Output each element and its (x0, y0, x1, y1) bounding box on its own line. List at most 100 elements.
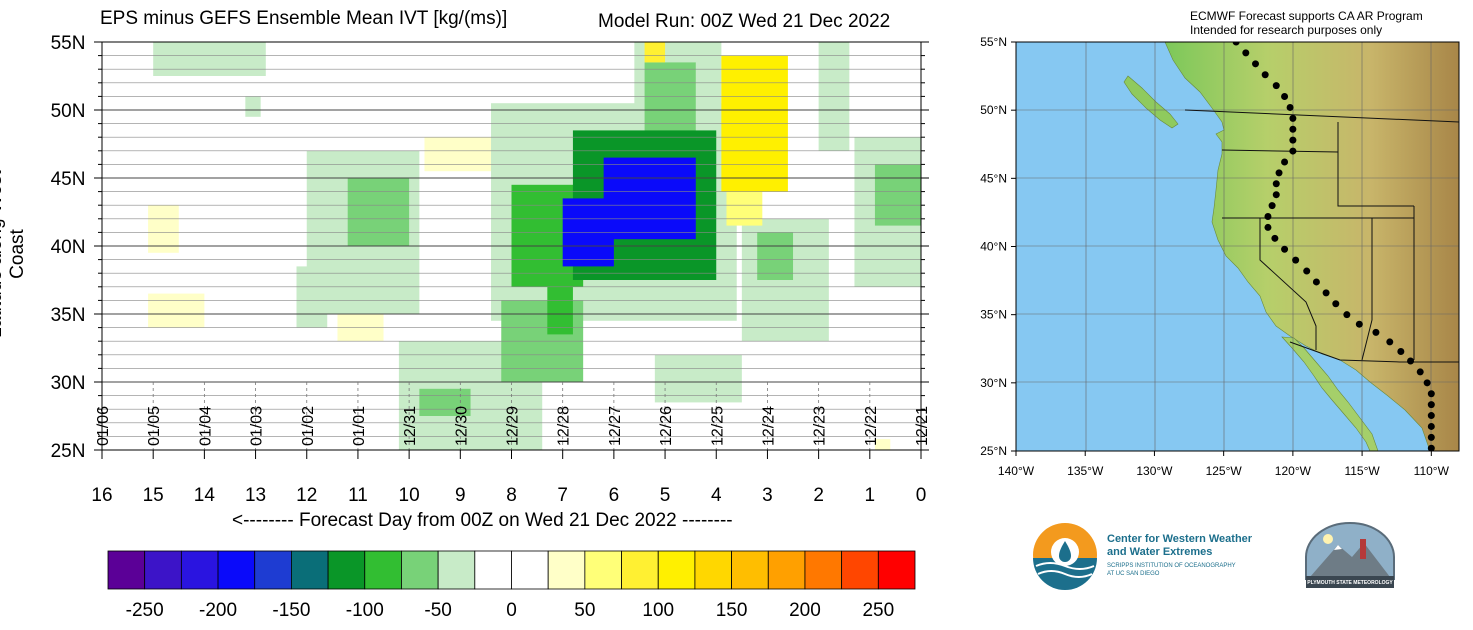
date-label-5: 12/26 (658, 406, 675, 446)
transect-dot-35 (1427, 412, 1435, 420)
date-label-2: 12/23 (812, 406, 829, 446)
colorbar-swatch-3 (217, 550, 256, 590)
cw3e-logo: Center for Western Weather and Water Ext… (1033, 523, 1253, 590)
transect-dot-7 (1289, 114, 1297, 122)
cw3e-name-line-2: and Water Extremes (1107, 546, 1212, 558)
transect-dot-23 (1322, 289, 1330, 297)
colorbar-swatch-14 (621, 550, 659, 590)
heatmap-cell-0 (229, 354, 251, 403)
colorbar-label-150: 150 (716, 600, 748, 621)
date-label-7: 12/28 (556, 406, 573, 446)
colorbar-swatch-5 (291, 550, 329, 590)
date-label-15: 01/05 (146, 406, 163, 446)
colorbar-swatch-0 (107, 550, 146, 590)
date-label-11: 01/01 (351, 406, 368, 446)
y-tick-label-45: 45N (51, 169, 86, 190)
transect-dot-2 (1251, 60, 1259, 68)
x-tick-label-3: 3 (762, 485, 773, 506)
transect-dot-6 (1286, 103, 1294, 111)
colorbar-label-250: 250 (862, 600, 894, 621)
transect-dot-17 (1264, 223, 1272, 231)
land-mass (1164, 42, 1459, 451)
baja-peninsula (1281, 336, 1379, 451)
map-lon-label-6: 110°W (1414, 464, 1450, 478)
transect-dot-33 (1427, 390, 1435, 398)
map-lat-label-2: 45°N (980, 171, 1007, 185)
x-tick-label-6: 6 (609, 485, 620, 506)
colorbar-swatch-13 (584, 550, 622, 590)
transect-dot-25 (1343, 311, 1351, 319)
heatmap-cell-3 (148, 293, 205, 328)
transect-dot-11 (1281, 158, 1289, 166)
colorbar-swatch-12 (547, 550, 586, 590)
colorbar-swatch-10 (474, 550, 512, 590)
map-lat-label-5: 30°N (980, 376, 1007, 390)
map-note: ECMWF Forecast supports CA AR Program In… (1190, 9, 1423, 37)
colorbar-swatch-11 (511, 550, 549, 590)
colorbar-swatch-8 (401, 550, 439, 590)
date-label-9: 12/30 (453, 406, 470, 446)
transect-dot-18 (1271, 234, 1279, 242)
x-tick-label-5: 5 (660, 485, 671, 506)
date-label-13: 01/03 (249, 406, 266, 446)
colorbar-label-200: 200 (789, 600, 821, 621)
map-lon-label-4: 120°W (1275, 464, 1312, 478)
colorbar-swatch-9 (437, 550, 476, 590)
colorbar-label-0: 0 (506, 600, 517, 621)
heatmap-cell-31 (603, 157, 696, 240)
heatmap-cell-11 (296, 266, 328, 328)
cw3e-name-line-1: Center for Western Weather (1107, 533, 1253, 545)
heatmap-cell-1 (306, 334, 323, 362)
map-ticks: 140°W 135°W 130°W 125°W 120°W 115°W 110°W 55°N 5… (980, 35, 1449, 478)
x-tick-label-9: 9 (455, 485, 466, 506)
colorbar-label--200: -200 (199, 600, 237, 621)
heatmap-cell-2 (148, 205, 179, 253)
map-note-line-1: ECMWF Forecast supports CA AR Program (1190, 9, 1423, 23)
colorbar-label--250: -250 (126, 600, 164, 621)
colorbar-swatch-6 (327, 550, 366, 590)
transect-dot-28 (1386, 338, 1394, 346)
transect-dot-8 (1289, 125, 1297, 133)
x-tick-label-12: 12 (296, 485, 317, 506)
grid-lines (1016, 42, 1459, 451)
plot-frame (101, 41, 922, 451)
colorbar-swatch-19 (804, 550, 843, 590)
heatmap-cell-14 (153, 42, 266, 76)
transect-dot-24 (1332, 300, 1340, 308)
date-label-12: 01/02 (300, 406, 317, 446)
transect-dot-37 (1427, 433, 1435, 441)
map-lon-label-5: 115°W (1344, 464, 1380, 478)
transect-dot-32 (1423, 379, 1431, 387)
map-lat-label-6: 25°N (980, 444, 1007, 458)
y-tick-label-50: 50N (51, 101, 86, 122)
transect-dot-5 (1281, 93, 1289, 101)
map-lon-label-2: 130°W (1136, 464, 1173, 478)
map-lat-label-3: 40°N (980, 240, 1007, 254)
colorbar-swatch-21 (877, 550, 916, 590)
colorbar-swatch-1 (144, 550, 182, 590)
colorbar-label--150: -150 (272, 600, 310, 621)
transect-dot-22 (1312, 278, 1320, 286)
transect-dot-12 (1275, 169, 1283, 177)
heatmap-cell-28 (547, 273, 573, 335)
transect-dot-27 (1372, 328, 1380, 336)
psu-name: PLYMOUTH STATE METEOROLOGY (1307, 580, 1393, 586)
date-label-1: 12/22 (863, 406, 880, 446)
colorbar-swatch-2 (180, 550, 219, 590)
colorbar: -250 -200 -150 -100 -50 0 50 100 150 200 250 (107, 550, 916, 621)
x-tick-label-10: 10 (399, 485, 420, 506)
date-label-14: 01/04 (197, 406, 214, 446)
transect-dot-16 (1264, 213, 1272, 221)
transect-map: 140°W 135°W 130°W 125°W 120°W 115°W 110°W 55°N 5… (980, 35, 1460, 478)
colorbar-swatch-20 (841, 550, 879, 590)
map-lon-label-3: 125°W (1206, 464, 1243, 478)
transect-dot-20 (1292, 256, 1300, 264)
heatmap-cell-23 (757, 232, 794, 280)
transect-dot-38 (1427, 444, 1435, 451)
map-note-line-2: Intended for research purposes only (1190, 23, 1383, 37)
colorbar-label-100: 100 (642, 600, 674, 621)
x-tick-label-14: 14 (194, 485, 216, 506)
colorbar-swatch-7 (364, 550, 402, 590)
